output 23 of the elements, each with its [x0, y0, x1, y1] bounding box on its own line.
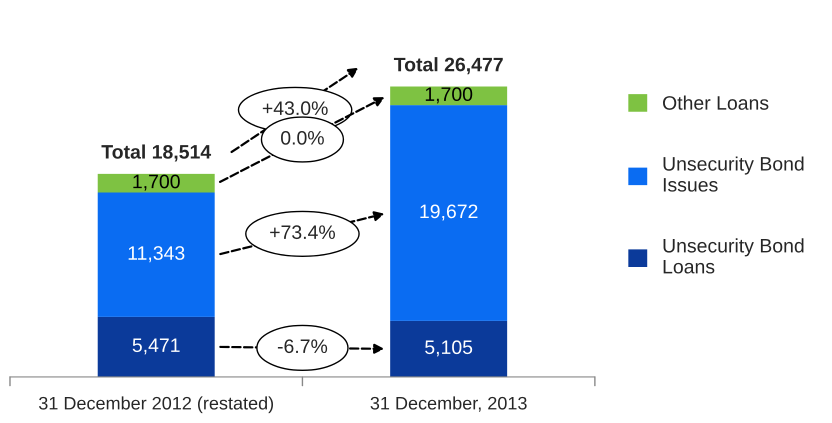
data-label: 1,700 — [133, 174, 180, 191]
legend-label: Unsecurity Bond Issues — [664, 156, 804, 192]
data-label: 1,700 — [426, 87, 472, 104]
total-label: Total 18,514 — [101, 144, 212, 162]
legend-label: Other Loans — [662, 96, 768, 110]
data-label: 11,343 — [128, 246, 184, 262]
legend-label: Unsecurity Bond Loans — [664, 238, 804, 274]
x-tick-label: 31 December 2012 (restated) — [38, 396, 274, 414]
annotation: +43.0% — [262, 101, 328, 116]
annotation: +73.4% — [270, 225, 335, 240]
bar — [390, 320, 508, 377]
data-label: 19,672 — [420, 204, 478, 221]
data-label: 5,105 — [425, 340, 472, 356]
bar — [98, 192, 215, 317]
x-tick-label: 31 December, 2013 — [370, 396, 527, 412]
annotation: 0.0% — [281, 130, 324, 145]
bar — [390, 105, 508, 321]
annotation: -6.7% — [278, 339, 328, 354]
bar — [98, 174, 215, 192]
data-label: 5,471 — [132, 338, 180, 354]
bar — [390, 86, 508, 106]
bar — [98, 316, 215, 377]
total-label: Total 26,477 — [394, 57, 503, 74]
